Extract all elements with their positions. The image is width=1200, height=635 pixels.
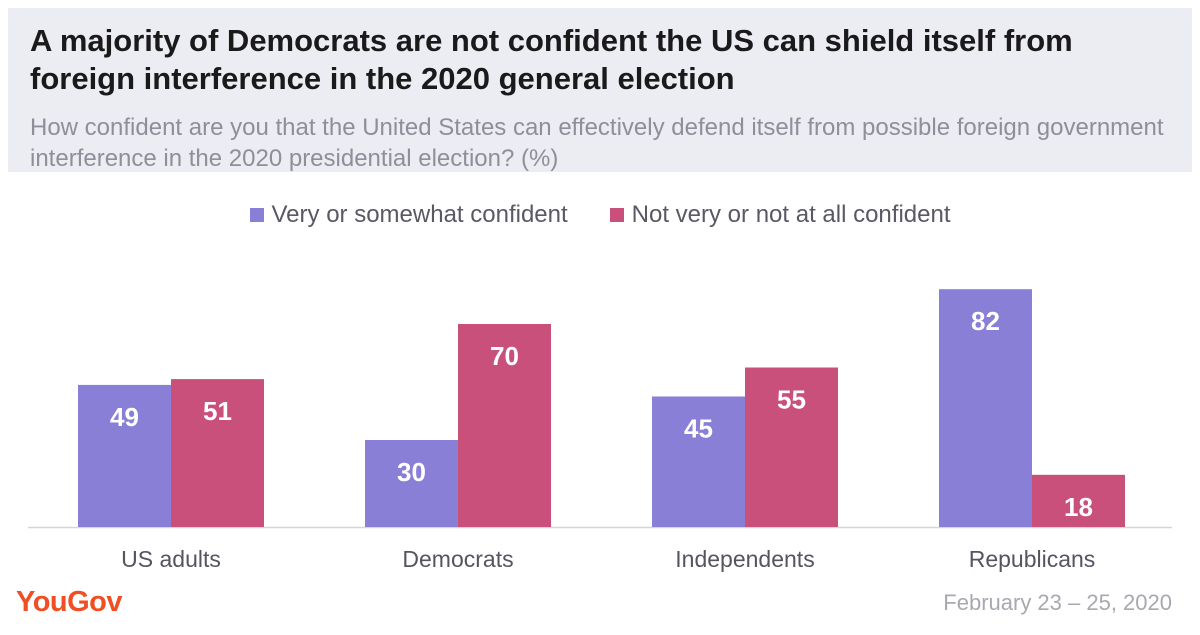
chart-subtitle: How confident are you that the United St… <box>30 114 1164 172</box>
data-label-independents-series-0: 45 <box>684 414 713 444</box>
data-label-democrats-series-1: 70 <box>490 341 519 371</box>
legend: Very or somewhat confident Not very or n… <box>0 198 1200 232</box>
legend-item-not-confident: Not very or not at all confident <box>609 201 951 229</box>
source-date: February 23 – 25, 2020 <box>943 590 1172 615</box>
legend-swatch-not-confident <box>609 208 624 222</box>
bar-independents-series-0 <box>652 396 745 527</box>
category-label-independents: Independents <box>675 546 814 572</box>
data-label-democrats-series-0: 30 <box>397 457 426 487</box>
legend-item-confident: Very or somewhat confident <box>249 201 568 229</box>
data-label-us-adults-series-0: 49 <box>110 402 139 432</box>
bar-us-adults-series-1 <box>171 379 264 527</box>
legend-swatch-confident <box>249 208 264 222</box>
data-label-republicans-series-1: 18 <box>1064 492 1093 522</box>
data-label-independents-series-1: 55 <box>777 385 806 415</box>
legend-label-confident: Very or somewhat confident <box>271 201 568 228</box>
yougov-logo: YouGov <box>16 586 123 618</box>
legend-label-not-confident: Not very or not at all confident <box>631 201 951 228</box>
data-label-republicans-series-0: 82 <box>971 306 1000 336</box>
category-label-republicans: Republicans <box>969 546 1096 572</box>
category-label-us-adults: US adults <box>121 546 221 572</box>
chart-title: A majority of Democrats are not confiden… <box>30 23 1073 96</box>
bar-democrats-series-0 <box>365 440 458 527</box>
bar-independents-series-1 <box>745 367 838 527</box>
header-panel: A majority of Democrats are not confiden… <box>8 8 1192 172</box>
category-label-democrats: Democrats <box>402 546 513 572</box>
data-label-us-adults-series-1: 51 <box>203 396 232 426</box>
bar-us-adults-series-0 <box>78 384 171 527</box>
bar-democrats-series-1 <box>458 324 551 527</box>
bar-republicans-series-1 <box>1032 474 1125 527</box>
bar-republicans-series-0 <box>939 289 1032 527</box>
